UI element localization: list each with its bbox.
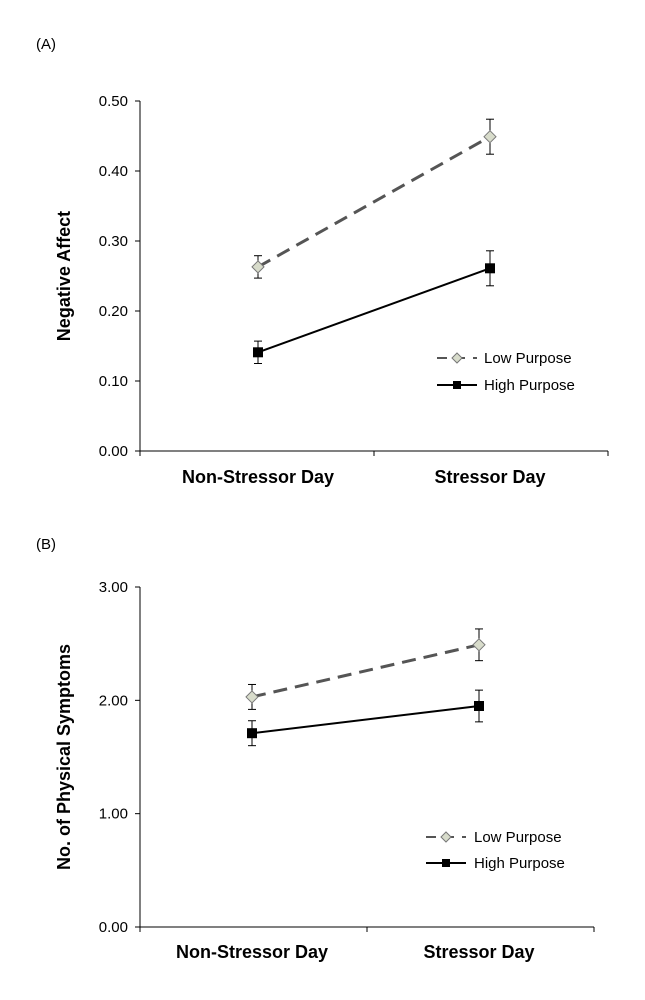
chart-panel-a: (A) 0.00 0.10 0.20 0.30 0.40 0.50 Non-Stressor… xyxy=(36,36,609,487)
legend-square-marker xyxy=(453,381,461,389)
low-purpose-line xyxy=(251,643,480,699)
y-axis-title: Negative Affect xyxy=(54,211,74,341)
legend-diamond-marker xyxy=(451,352,463,364)
legend-item-high-purpose: High Purpose xyxy=(426,855,565,872)
y-tick-label: 1.00 xyxy=(99,806,128,823)
y-tick-label: 2.00 xyxy=(99,692,128,709)
legend-item-low-purpose: Low Purpose xyxy=(437,350,572,367)
high-purpose-point xyxy=(474,701,484,711)
x-category-label: Non-Stressor Day xyxy=(182,467,334,487)
y-tick-label: 0.20 xyxy=(99,303,128,320)
legend-diamond-marker xyxy=(440,831,452,843)
x-category-label: Non-Stressor Day xyxy=(176,942,328,962)
high-purpose-point xyxy=(253,347,263,358)
panel-label-b: (B) xyxy=(36,536,56,553)
y-tick-label: 0.10 xyxy=(99,373,128,390)
high-purpose-line xyxy=(257,267,491,354)
legend-label: High Purpose xyxy=(474,855,565,872)
panel-label-a: (A) xyxy=(36,36,56,53)
legend-label: Low Purpose xyxy=(474,829,562,846)
y-tick-label: 3.00 xyxy=(99,579,128,596)
high-purpose-point xyxy=(485,263,495,274)
legend-label: Low Purpose xyxy=(484,350,572,367)
legend-item-high-purpose: High Purpose xyxy=(437,377,575,394)
high-purpose-point xyxy=(247,728,257,739)
legend-item-low-purpose: Low Purpose xyxy=(426,829,562,846)
y-tick-label: 0.30 xyxy=(99,233,128,250)
low-purpose-point xyxy=(472,638,486,652)
y-tick-label: 0.50 xyxy=(99,93,128,110)
legend-label: High Purpose xyxy=(484,377,575,394)
y-tick-label: 0.00 xyxy=(99,443,128,460)
y-tick-label: 0.40 xyxy=(99,163,128,180)
legend-square-marker xyxy=(442,859,450,867)
chart-panel-b: (B) 0.00 1.00 2.00 3.00 Non-Stressor Day Stre… xyxy=(0,500,645,1000)
high-purpose-line xyxy=(251,705,480,735)
y-axis-title: No. of Physical Symptoms xyxy=(54,644,74,870)
low-purpose-point xyxy=(483,129,497,144)
low-purpose-line xyxy=(257,135,491,269)
y-tick-label: 0.00 xyxy=(99,919,128,936)
low-purpose-point xyxy=(251,260,265,274)
physical-symptoms-chart: 0.00 1.00 2.00 3.00 Non-Stressor Day Stressor… xyxy=(54,579,595,962)
low-purpose-point xyxy=(245,690,259,704)
x-category-label: Stressor Day xyxy=(423,942,534,962)
negative-affect-chart: 0.00 0.10 0.20 0.30 0.40 0.50 Non-Stressor Day… xyxy=(54,93,609,487)
x-category-label: Stressor Day xyxy=(434,467,545,487)
